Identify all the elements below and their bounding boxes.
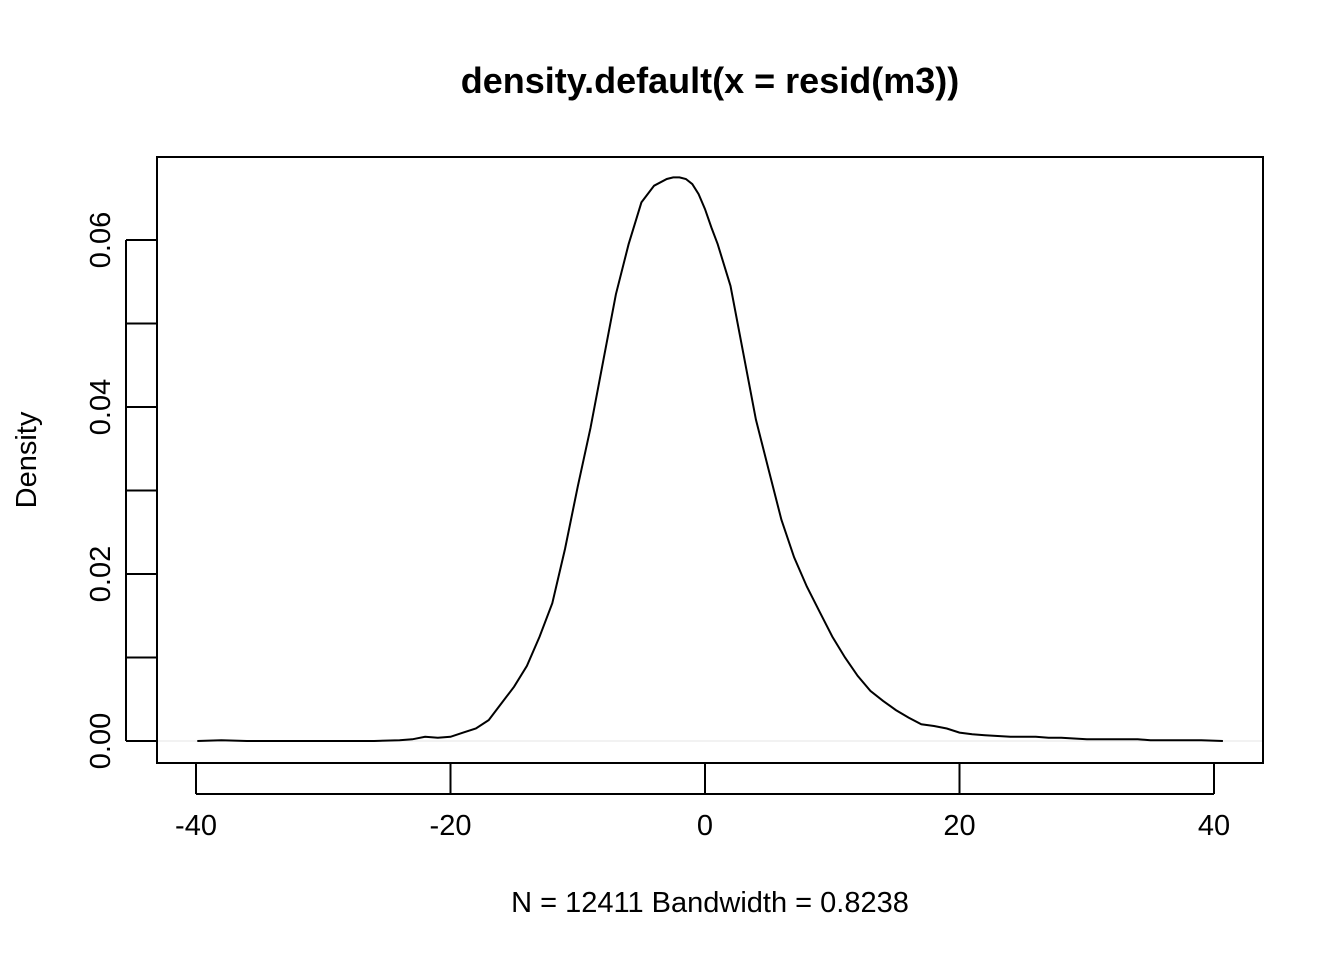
plot-frame bbox=[156, 156, 1264, 764]
y-tick-label: 0.06 bbox=[85, 212, 117, 268]
x-tick-label: 40 bbox=[1198, 810, 1230, 842]
plot-layer bbox=[158, 176, 1262, 742]
chart-title: density.default(x = resid(m3)) bbox=[461, 60, 959, 101]
y-tick-label: 0.00 bbox=[85, 713, 117, 769]
x-tick-label: 0 bbox=[697, 810, 713, 842]
y-tick-label: 0.02 bbox=[85, 546, 117, 602]
y-axis-label: Density bbox=[11, 411, 43, 508]
x-tick-label: 20 bbox=[943, 810, 975, 842]
x-axis-label: N = 12411 Bandwidth = 0.8238 bbox=[511, 887, 909, 919]
axes-layer: -40 -20 0 20 40 0.00 0.02 0.04 0.06 bbox=[85, 156, 1264, 842]
x-tick-label: -40 bbox=[175, 810, 217, 842]
x-tick-label: -20 bbox=[430, 810, 472, 842]
y-tick-label: 0.04 bbox=[85, 379, 117, 435]
density-curve bbox=[197, 176, 1223, 742]
